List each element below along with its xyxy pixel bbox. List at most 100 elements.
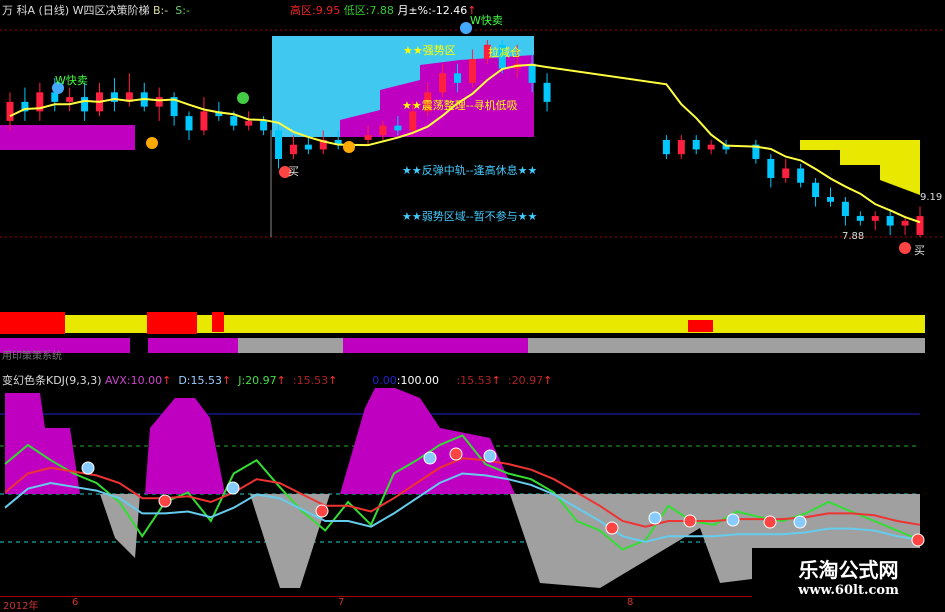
candle-body — [155, 97, 163, 107]
candle-body — [767, 158, 775, 178]
candle-body — [677, 139, 685, 155]
signal-strip — [0, 315, 925, 333]
signal-strip — [688, 320, 713, 332]
stock-name: 万 科A — [2, 4, 36, 17]
signal-strip — [238, 338, 343, 353]
w-fast-sell-label: W快卖 — [55, 74, 88, 87]
candle-body — [21, 101, 29, 112]
signal-icon — [146, 137, 158, 149]
candle-body — [36, 92, 44, 112]
candle-body — [901, 220, 909, 226]
candle-body — [200, 111, 208, 131]
cross-signal-icon — [763, 515, 777, 529]
low-label: 低区: — [343, 4, 370, 17]
candle-body — [289, 144, 297, 155]
signal-strip — [528, 338, 925, 353]
signal-strip — [148, 338, 238, 353]
indicator-name: W四区决策阶梯 — [72, 4, 150, 17]
candle-body — [916, 216, 924, 236]
cross-signal-icon — [423, 451, 437, 465]
candle-body — [6, 101, 14, 121]
moving-average-line — [9, 63, 921, 224]
axis-month: 7 — [338, 597, 345, 608]
candle-body — [110, 92, 118, 102]
kdj-header: 变幻色条KDJ(9,3,3) AVX:10.00↑ D:15.53↑ J:20.… — [2, 372, 552, 388]
candle-body — [364, 135, 372, 140]
price-label-low: 7.88 — [842, 231, 865, 242]
up-arrow-icon: ↑ — [467, 4, 477, 17]
signal-strip — [0, 338, 130, 353]
zone-readout: 高区:9.95 低区:7.88 月±%:-12.46↑ — [290, 2, 477, 18]
candle-body — [752, 144, 760, 159]
candle-body — [528, 63, 536, 83]
b-value: - — [164, 4, 169, 17]
candle-body — [841, 201, 849, 217]
kdj-title: 变幻色条KDJ(9,3,3) — [2, 374, 102, 387]
strip-label: 用印策策系统 — [2, 351, 62, 362]
watermark-url: www.60lt.com — [798, 583, 899, 598]
watermark: 乐淘公式网 www.60lt.com — [752, 548, 945, 609]
value-5: :20.97 — [507, 374, 544, 387]
candle-body — [379, 125, 387, 136]
candle-body — [125, 92, 133, 102]
candle-body — [871, 216, 879, 221]
candle-body — [454, 73, 462, 83]
up-arrow-icon: ↑ — [543, 374, 553, 387]
buy-label: 买 — [914, 244, 925, 257]
candle-body — [170, 97, 178, 117]
j-label: J: — [238, 374, 246, 387]
candle-body — [66, 97, 74, 102]
candle-body — [185, 116, 193, 131]
cross-signal-icon — [226, 481, 240, 495]
signal-icon — [343, 141, 355, 153]
candle-body — [826, 197, 834, 202]
strong-zone-label: ★★强势区 — [403, 44, 456, 57]
axis-month: 8 — [627, 597, 634, 608]
period: (日线) — [38, 4, 70, 17]
w-fast-sell-label: W快卖 — [470, 14, 503, 27]
rebound-label: ★★反弹中轨--逢高休息★★ — [402, 164, 538, 177]
s-label: S: — [175, 4, 186, 17]
cross-signal-icon — [449, 447, 463, 461]
value-2: 0.00 — [372, 374, 397, 387]
price-chart-panel[interactable]: 万 科A (日线) W四区决策阶梯 B:- S:- 高区:9.95 低区:7.8… — [0, 0, 945, 305]
signal-icon — [237, 92, 249, 104]
kdj-bar-fill — [5, 393, 80, 494]
candle-body — [215, 111, 223, 117]
j-value: 20.97 — [245, 374, 277, 387]
candle-body — [319, 139, 327, 150]
candle-body — [468, 59, 476, 83]
up-arrow-icon: ↑ — [162, 374, 172, 387]
candle-body — [275, 130, 283, 159]
cross-signal-icon — [911, 533, 925, 547]
candle-body — [782, 168, 790, 178]
price-chart — [0, 22, 945, 254]
value-3: :100.00 — [396, 374, 439, 387]
d-label: D: — [178, 374, 191, 387]
cross-signal-icon — [315, 504, 329, 518]
strong-zone-note: 拉减仓 — [488, 46, 521, 59]
candle-body — [51, 92, 59, 102]
high-label: 高区: — [290, 4, 316, 17]
kdj-bar-fill — [100, 494, 140, 558]
candle-body — [409, 111, 417, 131]
candle-body — [260, 120, 268, 131]
kdj-bar-fill — [145, 398, 225, 494]
value-4: :15.53 — [456, 374, 492, 387]
b-label: B: — [153, 4, 165, 17]
signal-strip — [212, 312, 224, 332]
up-arrow-icon: ↑ — [222, 374, 232, 387]
cross-signal-icon — [683, 514, 697, 528]
signal-strips: 用印策策系统 — [0, 310, 945, 365]
cross-signal-icon — [158, 494, 172, 508]
candle-body — [439, 73, 447, 93]
candle-body — [334, 139, 342, 145]
candle-body — [245, 120, 253, 126]
candle-body — [707, 144, 715, 150]
signal-icon — [52, 82, 64, 94]
value-1: :15.53 — [292, 374, 329, 387]
zone-fill — [0, 125, 135, 150]
candle-body — [722, 144, 730, 150]
signal-icon — [899, 242, 911, 254]
candle-body — [543, 82, 551, 102]
